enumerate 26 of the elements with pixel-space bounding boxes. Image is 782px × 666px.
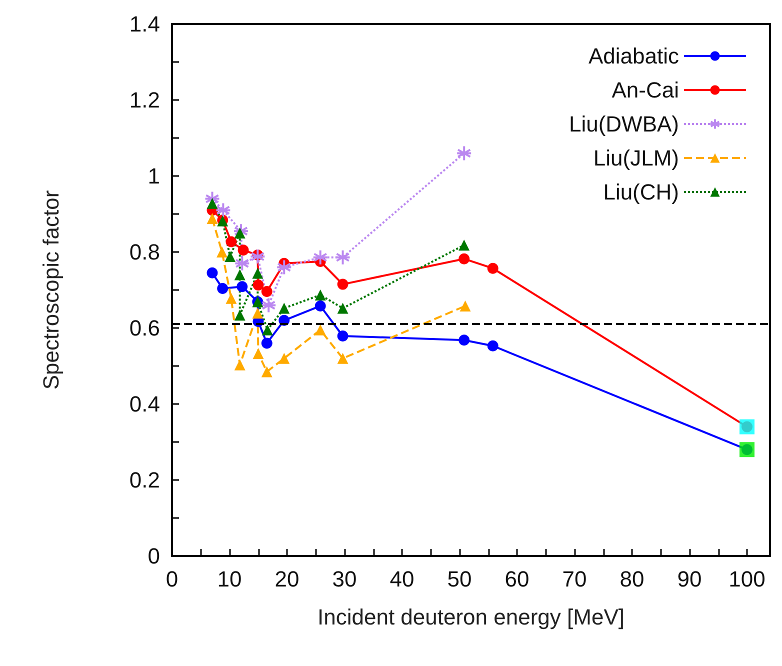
y-tick-label: 1.2 [129,88,160,112]
legend-label: Liu(JLM) [593,146,679,170]
y-tick-label: 0.8 [129,240,160,264]
y-tick-label: 0.6 [129,316,160,340]
legend-label: An-Cai [612,78,679,102]
y-tick-label: 0.2 [129,468,160,492]
x-tick-label: 30 [332,566,357,592]
x-tick-label: 80 [620,566,644,592]
y-tick-label: 1.4 [129,12,160,36]
y-tick-label: 1 [148,164,160,188]
y-axis-title: Spectroscopic factor [38,190,64,390]
y-tick-label: 0 [148,544,160,568]
x-tick-label: 60 [504,566,530,592]
x-tick-label: 10 [217,566,242,592]
x-tick-label: 50 [447,566,472,592]
x-tick-label: 40 [390,566,414,592]
x-axis-title: Incident deuteron energy [MeV] [318,604,624,630]
x-tick-label: 20 [274,566,300,592]
legend-label: Liu(DWBA) [568,112,679,136]
x-tick-label: 0 [166,566,178,592]
x-tick-label: 70 [562,566,587,592]
y-tick-label: 0.4 [129,392,160,416]
x-tick-label: 100 [728,566,766,592]
legend-label: Liu(CH) [603,180,679,204]
x-tick-label: 90 [677,566,702,592]
legend-label: Adiabatic [588,44,679,68]
